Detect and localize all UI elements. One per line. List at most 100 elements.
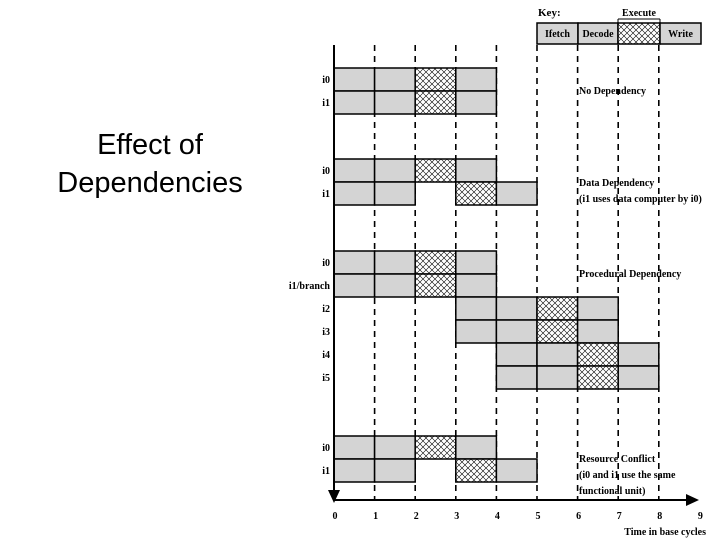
decode-cell xyxy=(536,365,579,390)
execute-cell xyxy=(536,296,579,321)
slide-title-line-2: Dependencies xyxy=(57,167,243,199)
write-cell xyxy=(455,273,498,298)
execute-cell xyxy=(576,365,619,390)
tick-label: 5 xyxy=(536,511,541,522)
table-row: i5 xyxy=(322,365,660,390)
decode-cell xyxy=(536,342,579,367)
axis-arrow-right xyxy=(686,494,699,506)
instruction-label: i2 xyxy=(322,304,330,315)
write-cell xyxy=(455,90,498,115)
table-row: i1 xyxy=(322,181,538,206)
write-cell xyxy=(455,250,498,275)
key-stage-box xyxy=(617,22,661,45)
group-no-dependency: i0 i1 No Dependency xyxy=(322,67,646,115)
time-axis: 0 1 2 3 4 5 6 7 8 9 Time in base cycles xyxy=(328,45,706,538)
write-cell xyxy=(455,67,498,92)
table-row: i2 xyxy=(322,296,619,321)
table-row: i3 xyxy=(322,319,619,344)
ifetch-cell xyxy=(455,319,498,344)
key-legend: Key: Execute Ifetch Decode Write xyxy=(536,7,702,45)
tick-label: 9 xyxy=(698,511,703,522)
execute-cell xyxy=(576,342,619,367)
execute-cell xyxy=(536,319,579,344)
instruction-label: i4 xyxy=(322,350,330,361)
execute-cell xyxy=(414,435,457,460)
tick-label: 6 xyxy=(576,511,581,522)
decode-cell xyxy=(495,296,538,321)
key-stage-label: Write xyxy=(668,29,693,40)
instruction-label: i0 xyxy=(322,443,330,454)
ifetch-cell xyxy=(333,181,376,206)
decode-cell xyxy=(373,435,416,460)
write-cell xyxy=(576,319,619,344)
cycle-gridlines xyxy=(373,45,660,500)
group-data-dependency: i0 i1 Data Dependency (i1 uses data compute… xyxy=(322,158,702,206)
axis-arrow-down xyxy=(328,490,340,503)
ifetch-cell xyxy=(495,342,538,367)
table-row: i1/branch xyxy=(289,273,498,298)
tick-label: 4 xyxy=(495,511,500,522)
ifetch-cell xyxy=(333,158,376,183)
decode-cell xyxy=(373,67,416,92)
table-row: i0 xyxy=(322,435,498,460)
group-caption: (i0 and i1 use the same xyxy=(579,470,676,481)
key-stage-box xyxy=(659,22,702,45)
write-cell xyxy=(495,181,538,206)
write-cell xyxy=(495,458,538,483)
slide-title: Effect of Dependencies xyxy=(20,126,280,202)
decode-cell xyxy=(373,458,416,483)
table-row: i0 xyxy=(322,250,498,275)
execute-cell xyxy=(414,67,457,92)
instruction-label: i0 xyxy=(322,166,330,177)
tick-label: 2 xyxy=(414,511,419,522)
write-cell xyxy=(617,342,660,367)
group-caption: functional unit) xyxy=(579,486,645,497)
table-row: i0 xyxy=(322,67,498,92)
ifetch-cell xyxy=(333,67,376,92)
group-caption: Resource Conflict xyxy=(579,454,656,465)
ifetch-cell xyxy=(333,435,376,460)
table-row: i1 xyxy=(322,458,538,483)
key-stage-label: Decode xyxy=(582,29,614,40)
instruction-label: i1 xyxy=(322,189,330,200)
key-execute-label: Execute xyxy=(622,8,656,19)
decode-cell xyxy=(373,250,416,275)
tick-label: 8 xyxy=(657,511,662,522)
instruction-label: i1/branch xyxy=(289,281,331,292)
group-procedural-dependency: i0 i1/branch i2 i3 i4 i5 Procedural Dependency xyxy=(289,250,681,390)
ifetch-cell xyxy=(333,273,376,298)
slide-title-line-1: Effect of xyxy=(97,129,203,161)
execute-cell xyxy=(414,250,457,275)
group-caption: Data Dependency xyxy=(579,178,654,189)
tick-label: 0 xyxy=(333,511,338,522)
write-cell xyxy=(617,365,660,390)
tick-label: 7 xyxy=(617,511,622,522)
instruction-rows: i0 i1 No Dependency i0 i1 Data Dependency (i1 … xyxy=(289,67,702,497)
execute-cell xyxy=(455,458,498,483)
write-cell xyxy=(455,158,498,183)
execute-cell xyxy=(414,273,457,298)
write-cell xyxy=(576,296,619,321)
table-row: i1 xyxy=(322,90,498,115)
group-caption: No Dependency xyxy=(579,86,646,97)
execute-cell xyxy=(414,90,457,115)
ifetch-cell xyxy=(333,458,376,483)
key-title: Key: xyxy=(538,7,561,19)
instruction-label: i1 xyxy=(322,466,330,477)
execute-cell xyxy=(455,181,498,206)
ifetch-cell xyxy=(333,90,376,115)
tick-label: 3 xyxy=(454,511,459,522)
execute-cell xyxy=(414,158,457,183)
key-stage-label: Ifetch xyxy=(545,29,570,40)
table-row: i4 xyxy=(322,342,660,367)
table-row: i0 xyxy=(322,158,498,183)
decode-cell xyxy=(373,158,416,183)
ifetch-cell xyxy=(333,250,376,275)
instruction-label: i1 xyxy=(322,98,330,109)
instruction-label: i5 xyxy=(322,373,330,384)
group-caption: (i1 uses data computer by i0) xyxy=(579,194,702,205)
ifetch-cell xyxy=(455,296,498,321)
tick-label: 1 xyxy=(373,511,378,522)
decode-cell xyxy=(373,90,416,115)
